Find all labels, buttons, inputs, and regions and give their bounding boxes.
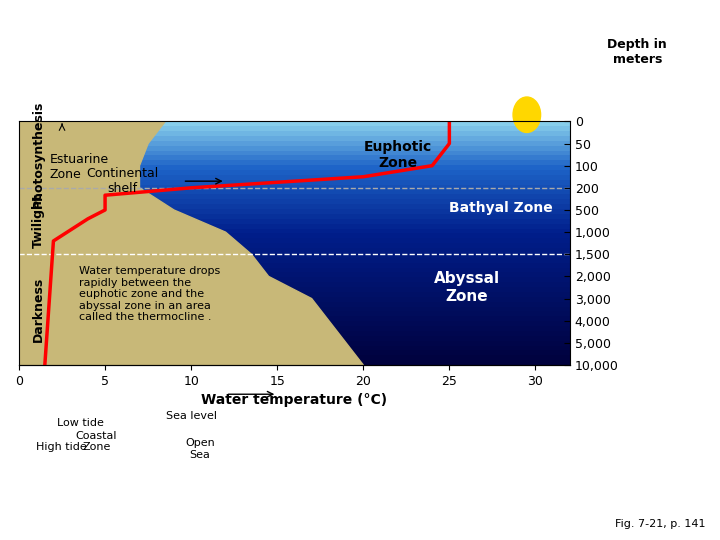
Text: High tide: High tide (36, 442, 87, 453)
Text: Continental
shelf: Continental shelf (86, 167, 158, 195)
Text: Fig. 7-21, p. 141: Fig. 7-21, p. 141 (615, 519, 706, 529)
X-axis label: Water temperature (°C): Water temperature (°C) (202, 393, 387, 407)
Text: Depth in
meters: Depth in meters (608, 38, 667, 66)
Polygon shape (19, 122, 364, 365)
Text: Coastal
Zone: Coastal Zone (76, 431, 117, 453)
Circle shape (513, 97, 541, 132)
Text: Darkness: Darkness (32, 277, 45, 342)
Text: Photosynthesis: Photosynthesis (32, 101, 45, 208)
Text: Bathyal Zone: Bathyal Zone (449, 201, 553, 215)
Text: Euphotic
Zone: Euphotic Zone (364, 139, 432, 170)
Text: Water temperature drops
rapidly between the
euphotic zone and the
abyssal zone i: Water temperature drops rapidly between … (79, 266, 220, 322)
Text: Abyssal
Zone: Abyssal Zone (433, 271, 500, 303)
Text: Low tide: Low tide (57, 418, 104, 428)
Text: Twilight: Twilight (32, 194, 45, 248)
Text: Sea level: Sea level (166, 410, 217, 421)
Text: Open
Sea: Open Sea (185, 438, 215, 460)
Text: Estuarine
Zone: Estuarine Zone (50, 153, 109, 181)
